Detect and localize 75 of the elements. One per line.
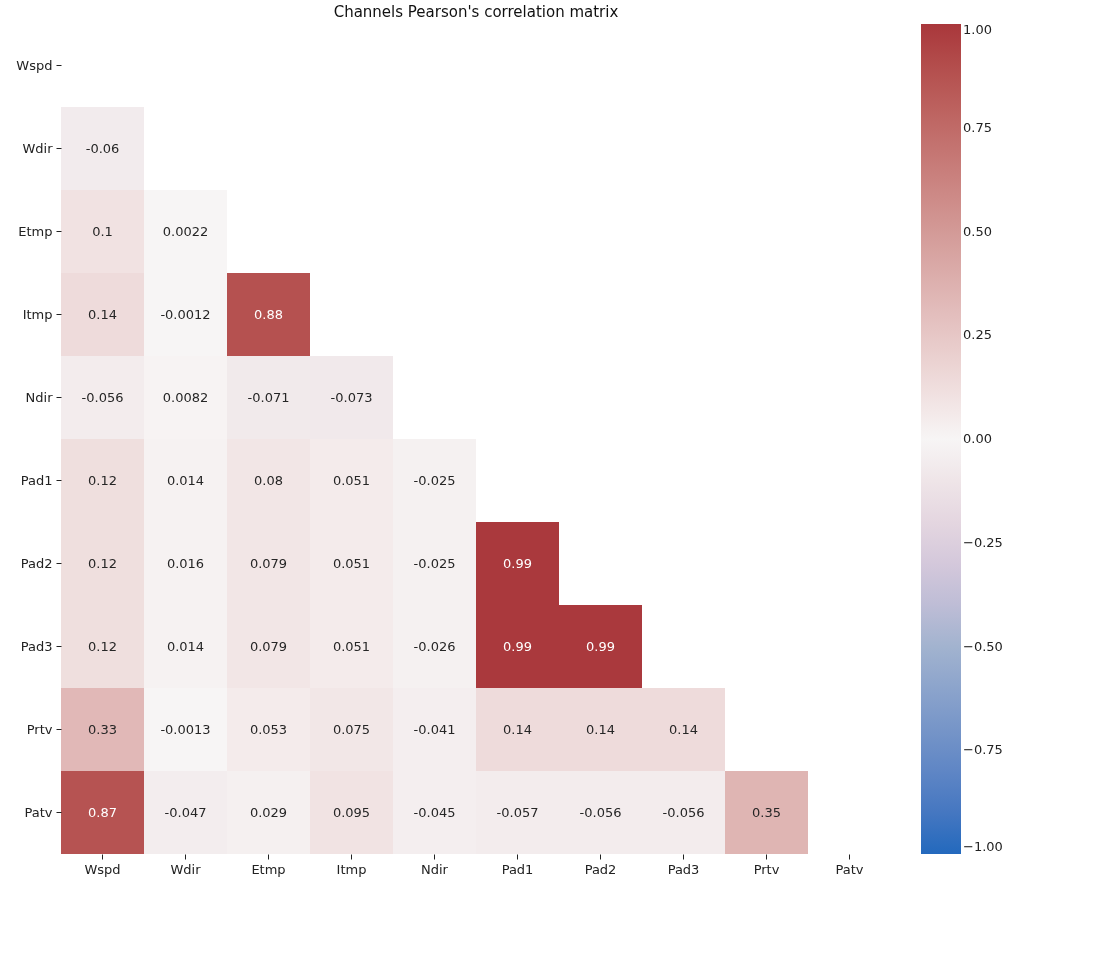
y-tick-label: Pad2	[20, 555, 53, 571]
data-label: -0.056	[579, 804, 622, 820]
y-tick-label: Pad1	[20, 472, 53, 488]
data-label: 0.0082	[162, 389, 209, 405]
data-label: 0.053	[249, 721, 288, 737]
data-label: -0.056	[662, 804, 705, 820]
color-bar-label: −0.75	[963, 742, 1003, 758]
data-label: -0.041	[413, 721, 456, 737]
x-tick-label: Wdir	[170, 861, 202, 877]
x-tick-label: Pad3	[667, 861, 700, 877]
x-tick-label: Itmp	[336, 861, 367, 877]
data-label: -0.071	[247, 389, 290, 405]
data-label: 0.88	[254, 306, 283, 322]
data-label: 0.35	[752, 804, 781, 820]
data-label: -0.026	[413, 638, 456, 654]
data-label: -0.025	[413, 472, 456, 488]
data-label: 0.12	[88, 555, 117, 571]
data-label: -0.0012	[160, 306, 211, 322]
chart-title: Channels Pearson's correlation matrix	[333, 3, 619, 21]
y-tick-label: Pad3	[20, 638, 53, 654]
y-tick-label: Ndir	[25, 389, 54, 405]
y-tick-label: Wdir	[22, 140, 54, 156]
data-label: 0.33	[88, 721, 117, 737]
x-tick-label: Pad2	[584, 861, 617, 877]
x-tick-label: Wspd	[84, 861, 121, 877]
data-label: -0.056	[81, 389, 124, 405]
data-label: 0.051	[332, 555, 371, 571]
x-tick-label: Ndir	[421, 861, 449, 877]
color-bar-label: 0.75	[963, 119, 992, 135]
data-label: 0.079	[249, 555, 288, 571]
data-label: -0.047	[164, 804, 207, 820]
y-tick-label: Wspd	[16, 57, 53, 73]
data-label: 0.051	[332, 638, 371, 654]
data-label: 0.075	[332, 721, 371, 737]
color-bar-label: 0.25	[963, 327, 992, 343]
y-tick-label: Etmp	[18, 223, 53, 239]
data-label: -0.025	[413, 555, 456, 571]
data-label: 0.016	[166, 555, 205, 571]
data-label: 0.0022	[162, 223, 209, 239]
data-label: 0.079	[249, 638, 288, 654]
data-label: -0.057	[496, 804, 539, 820]
data-label: -0.073	[330, 389, 373, 405]
y-tick-label: Prtv	[26, 721, 53, 737]
data-label: 0.14	[503, 721, 532, 737]
data-label: 0.029	[249, 804, 288, 820]
x-tick-label: Pad1	[501, 861, 534, 877]
data-label: 0.08	[254, 472, 283, 488]
data-label: 0.1	[92, 223, 113, 239]
color-bar-label: −0.25	[963, 534, 1003, 550]
y-tick-label: Patv	[24, 804, 53, 820]
data-label: 0.12	[88, 472, 117, 488]
y-tick-label: Itmp	[22, 306, 53, 322]
color-bar-label: 0.50	[963, 223, 992, 239]
data-label: 0.99	[586, 638, 615, 654]
data-label: 0.87	[88, 804, 117, 820]
color-bar-label: −0.50	[963, 638, 1003, 654]
data-label: 0.14	[88, 306, 117, 322]
data-label: 0.095	[332, 804, 371, 820]
data-label: 0.051	[332, 472, 371, 488]
color-bar-label: 0.00	[963, 431, 992, 446]
color-bar-label: −1.00	[963, 839, 1003, 854]
data-label: 0.12	[88, 638, 117, 654]
data-label: 0.14	[669, 721, 698, 737]
data-label: -0.045	[413, 804, 456, 820]
data-label: 0.99	[503, 555, 532, 571]
x-tick-label: Etmp	[251, 861, 286, 877]
data-label: 0.14	[586, 721, 615, 737]
data-label: 0.014	[166, 638, 205, 654]
x-tick-label: Patv	[835, 861, 864, 877]
data-label: -0.0013	[160, 721, 211, 737]
data-label: 0.99	[503, 638, 532, 654]
data-label: -0.06	[85, 140, 120, 156]
color-bar-label: 1.00	[963, 22, 992, 37]
data-label: 0.014	[166, 472, 205, 488]
x-tick-label: Prtv	[753, 861, 780, 877]
